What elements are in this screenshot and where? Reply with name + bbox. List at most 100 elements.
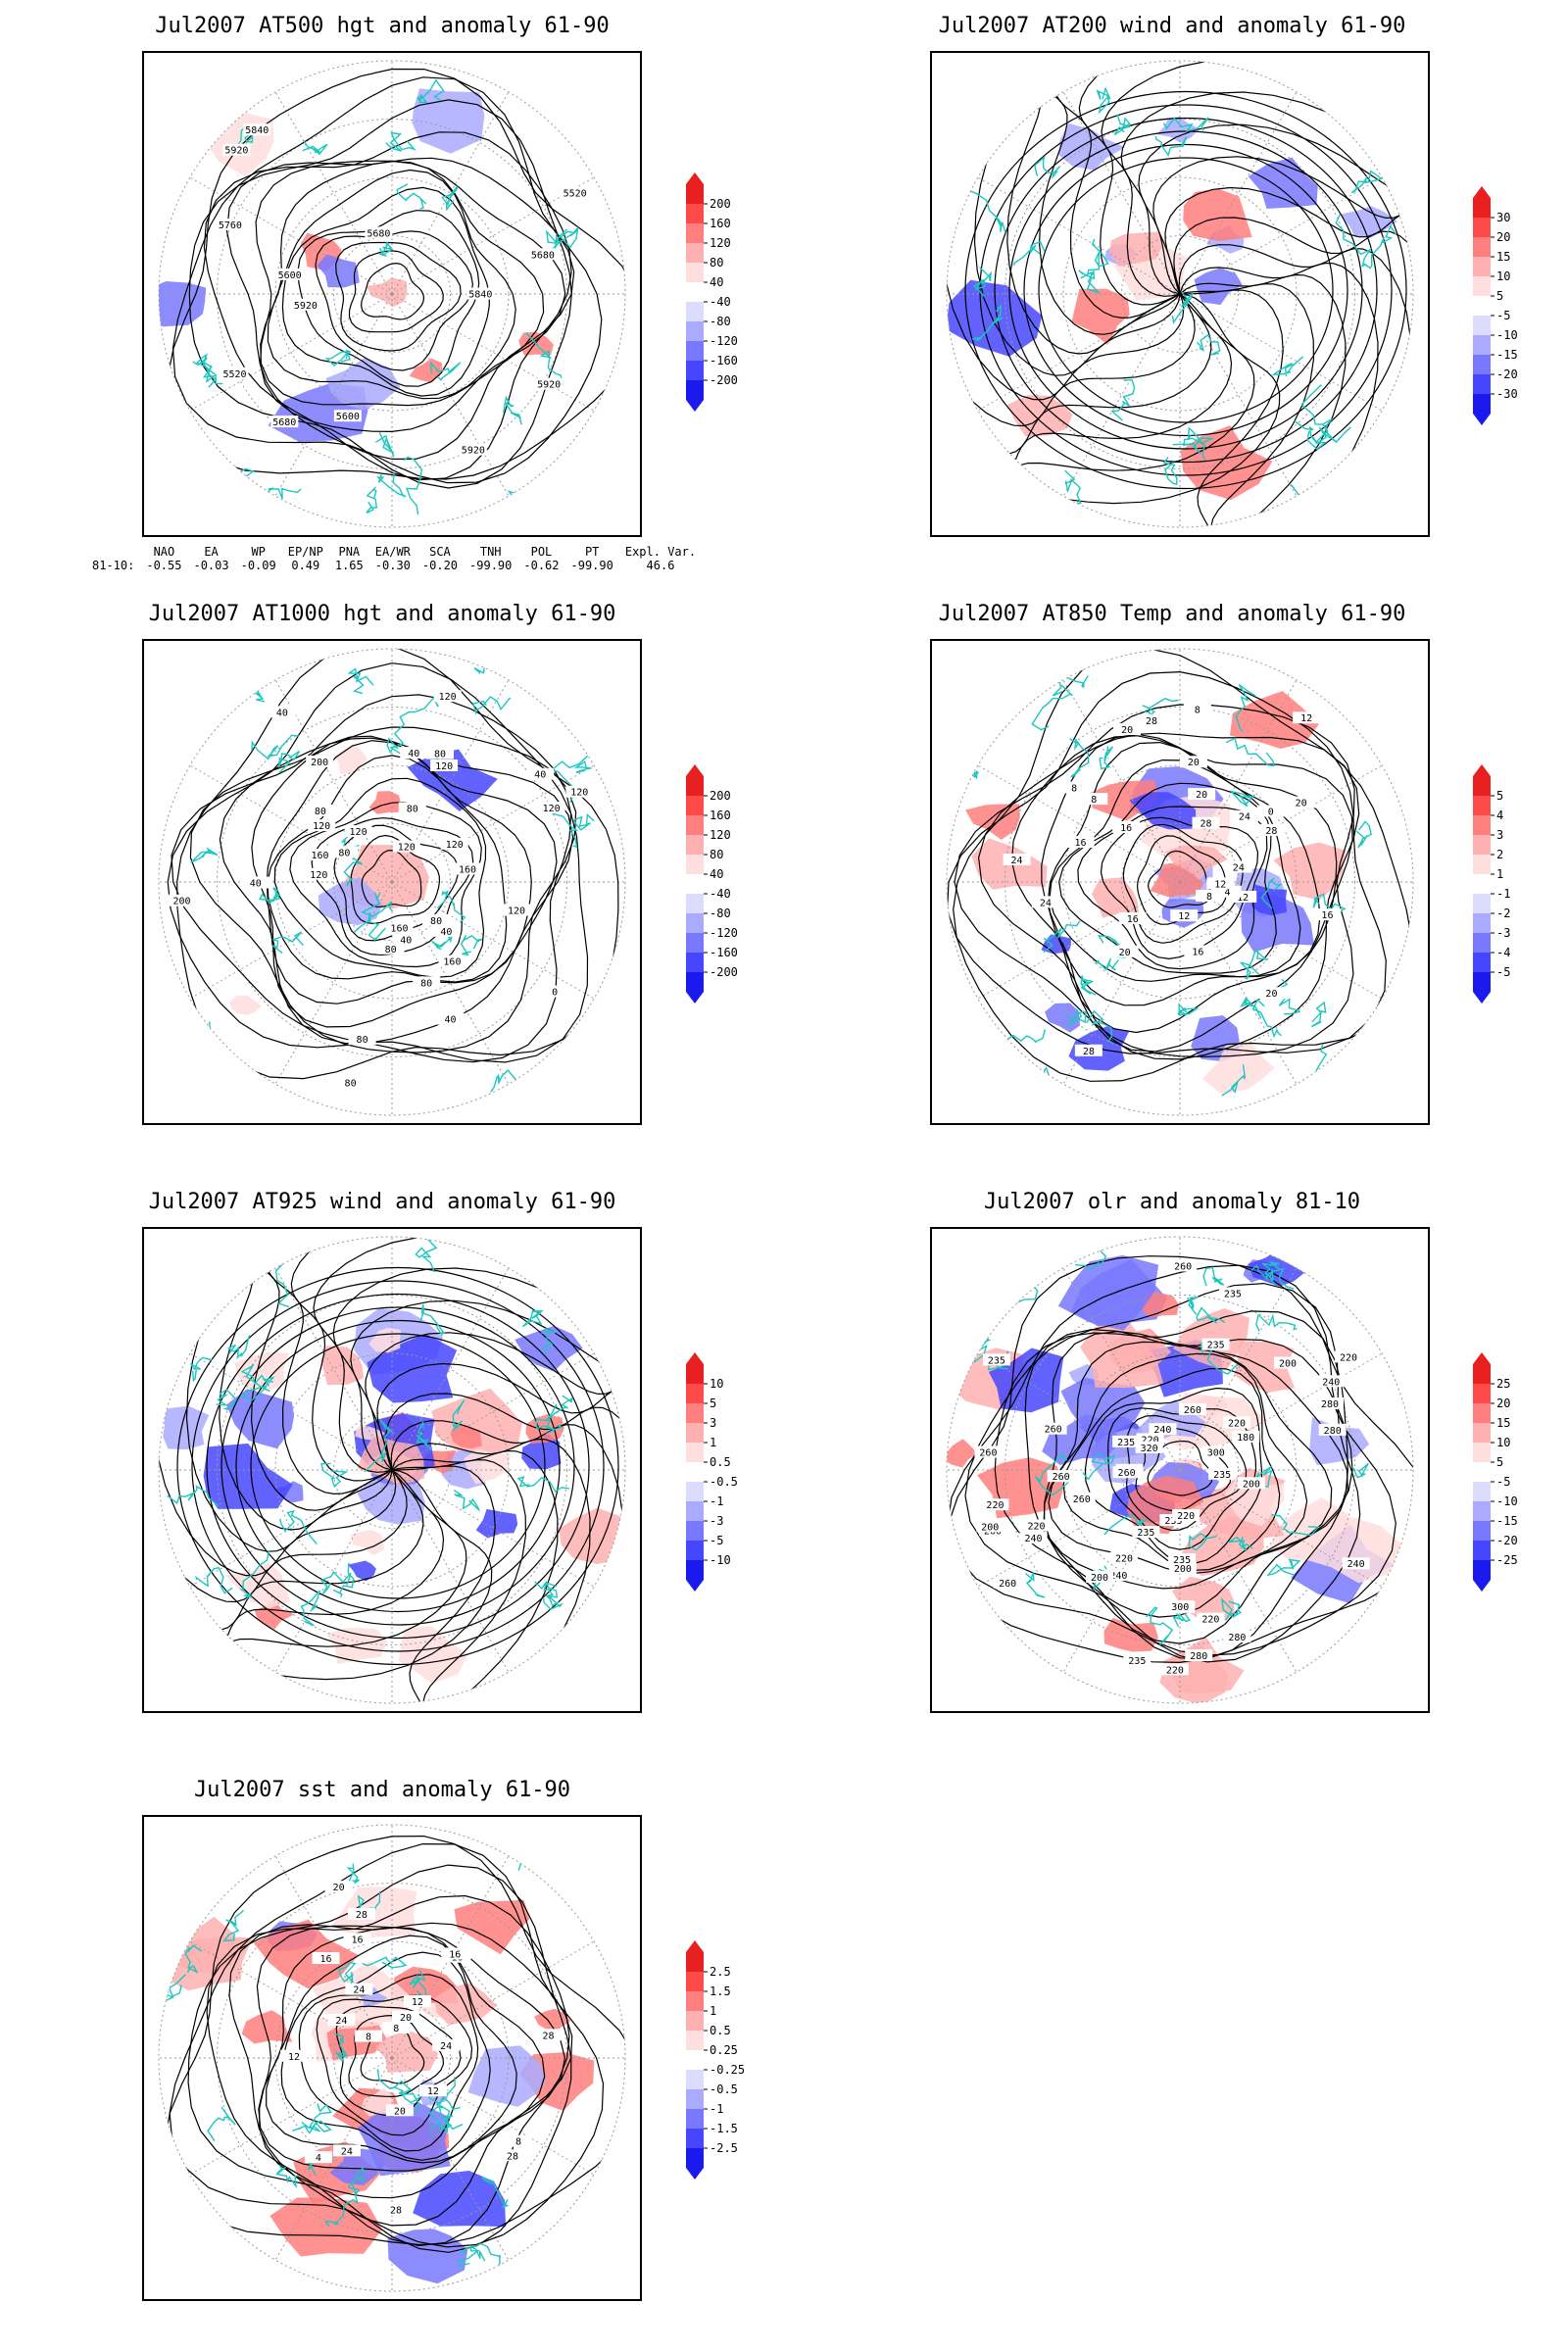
contour-label: 300 [1171, 1602, 1189, 1613]
colorbar-bottom-arrow [686, 2168, 704, 2180]
contour-label-bg [1166, 1599, 1195, 1612]
contour-label-bg [1168, 1562, 1197, 1575]
contour-label: 40 [534, 770, 546, 781]
colorbar-tick-label: -20 [1496, 1534, 1518, 1547]
anomaly-shade [1171, 1576, 1235, 1625]
anomaly-shade [1194, 268, 1243, 306]
colorbar-swatch [686, 972, 704, 992]
colorbar-svg: 200 160 120 80 40 -40 -80 -120 -160 -200 [686, 172, 738, 412]
contour-label-bg [1074, 1044, 1102, 1056]
contour-label: 40 [440, 927, 452, 938]
contour-label-bg [1293, 711, 1321, 724]
header-tnh: TNH [479, 545, 502, 559]
colorbar-swatch [686, 835, 704, 855]
colorbar-swatch [686, 1560, 704, 1580]
colorbar-tick-label: 200 [710, 789, 731, 803]
colorbar-tick-label: -10 [1496, 1494, 1518, 1508]
contour-label: 300 [1207, 1447, 1225, 1458]
value-ea: -0.03 [193, 559, 229, 572]
contour-label-bg [343, 1933, 371, 1945]
contour-label: 12 [1214, 879, 1226, 890]
colorbar-bottom-arrow [1473, 992, 1491, 1004]
contour-label-bg [1230, 809, 1258, 822]
colorbar-tick-label: 10 [1496, 270, 1510, 283]
contour-label-bg [168, 894, 196, 906]
contour-label-bg [432, 924, 461, 937]
colorbar-swatch [686, 243, 704, 263]
anomaly-shade [368, 791, 403, 814]
colorbar-925wind: 10 5 3 1 0.5 -0.5 -1 -3 -5 -10 [686, 1352, 755, 1592]
contour-label: 80 [434, 750, 446, 760]
colorbar-swatch [1473, 1443, 1491, 1462]
contour-label: 20 [1265, 989, 1277, 1000]
value-pol: -0.62 [523, 559, 560, 572]
contour-label: 20 [394, 2106, 406, 2117]
contour-label: 8 [1071, 783, 1077, 794]
panel-title-850temp: Jul2007 AT850 Temp and anomaly 61-90 [938, 602, 1406, 626]
contour-label: 120 [446, 840, 464, 851]
colorbar-swatch [686, 894, 704, 913]
contour-label: 80 [315, 807, 326, 817]
contour-label: 0 [552, 988, 558, 999]
map-925wind [142, 1227, 642, 1713]
contour-label: 260 [979, 1447, 997, 1458]
contour-label-bg [1232, 1431, 1260, 1444]
colorbar-bottom-arrow [686, 992, 704, 1004]
colorbar-swatch [1473, 257, 1491, 276]
value-sca: -0.20 [421, 559, 459, 572]
contour-label-bg [344, 825, 372, 838]
contour-label: 220 [1142, 1435, 1159, 1446]
anomaly-shade [163, 1405, 210, 1450]
colorbar-swatch [686, 302, 704, 321]
contour-label: 20 [333, 1883, 345, 1893]
contour-label-bg [1313, 908, 1342, 921]
anomaly-shade [407, 749, 498, 811]
colorbar-swatch [686, 874, 704, 894]
colorbar-swatch [1473, 218, 1491, 237]
colorbar-tick-label: 1 [710, 1436, 716, 1449]
colorbar-tick-label: 2 [1496, 848, 1503, 861]
colorbar-tick-label: -30 [1496, 387, 1518, 401]
value-pt: -99.90 [570, 559, 613, 572]
contour-label: 240 [1322, 1377, 1340, 1388]
contour-label-bg [1274, 1356, 1302, 1369]
colorbar-tick-label: 0.5 [710, 1455, 731, 1469]
header-expl-var: Expl. Var. [624, 545, 697, 559]
header-wp: WP [251, 545, 266, 559]
colorbar-top-arrow [686, 172, 704, 184]
colorbar-swatch [686, 2109, 704, 2129]
colorbar-swatch [1473, 237, 1491, 257]
contour-label: 40 [250, 878, 262, 889]
colorbar-tick-label: -40 [710, 295, 731, 309]
colorbar-swatch [1473, 874, 1491, 894]
contour-lines [947, 649, 1413, 1082]
contour-label-bg [413, 976, 441, 989]
contour-label: 160 [443, 957, 461, 968]
contour-label: 8 [1206, 892, 1212, 903]
colorbar-top-arrow [686, 1940, 704, 1952]
contour-label: 24 [353, 1985, 365, 1996]
contour-label: 12 [1178, 911, 1190, 922]
contour-label: 320 [1141, 1444, 1158, 1454]
contour-label-bg [385, 2104, 414, 2117]
anomaly-shade [273, 1481, 304, 1503]
colorbar-bottom-arrow [1473, 414, 1491, 425]
anomaly-shade [229, 995, 262, 1015]
contour-label: 80 [385, 945, 397, 956]
colorbar-tick-label: -200 [710, 373, 738, 387]
contour-label-bg [1066, 836, 1095, 849]
contour-label: 16 [1127, 914, 1139, 925]
header-pt: PT [584, 545, 600, 559]
colorbar-swatch [686, 855, 704, 874]
colorbar-swatch [686, 1384, 704, 1403]
contour-label: 235 [988, 1355, 1005, 1366]
contour-label: 120 [439, 692, 457, 703]
contour-label-bg [565, 785, 594, 798]
contour-label-bg [503, 904, 531, 916]
colorbar-tick-label: 5 [1496, 289, 1503, 303]
contour-label: 260 [1073, 1494, 1091, 1505]
contour-label-bg [376, 942, 405, 955]
contour-label: 5680 [531, 250, 555, 261]
colorbar-olr: 25 20 15 10 5 -5 -10 -15 -20 -25 [1473, 1352, 1542, 1592]
anomaly-shade [1340, 206, 1397, 238]
